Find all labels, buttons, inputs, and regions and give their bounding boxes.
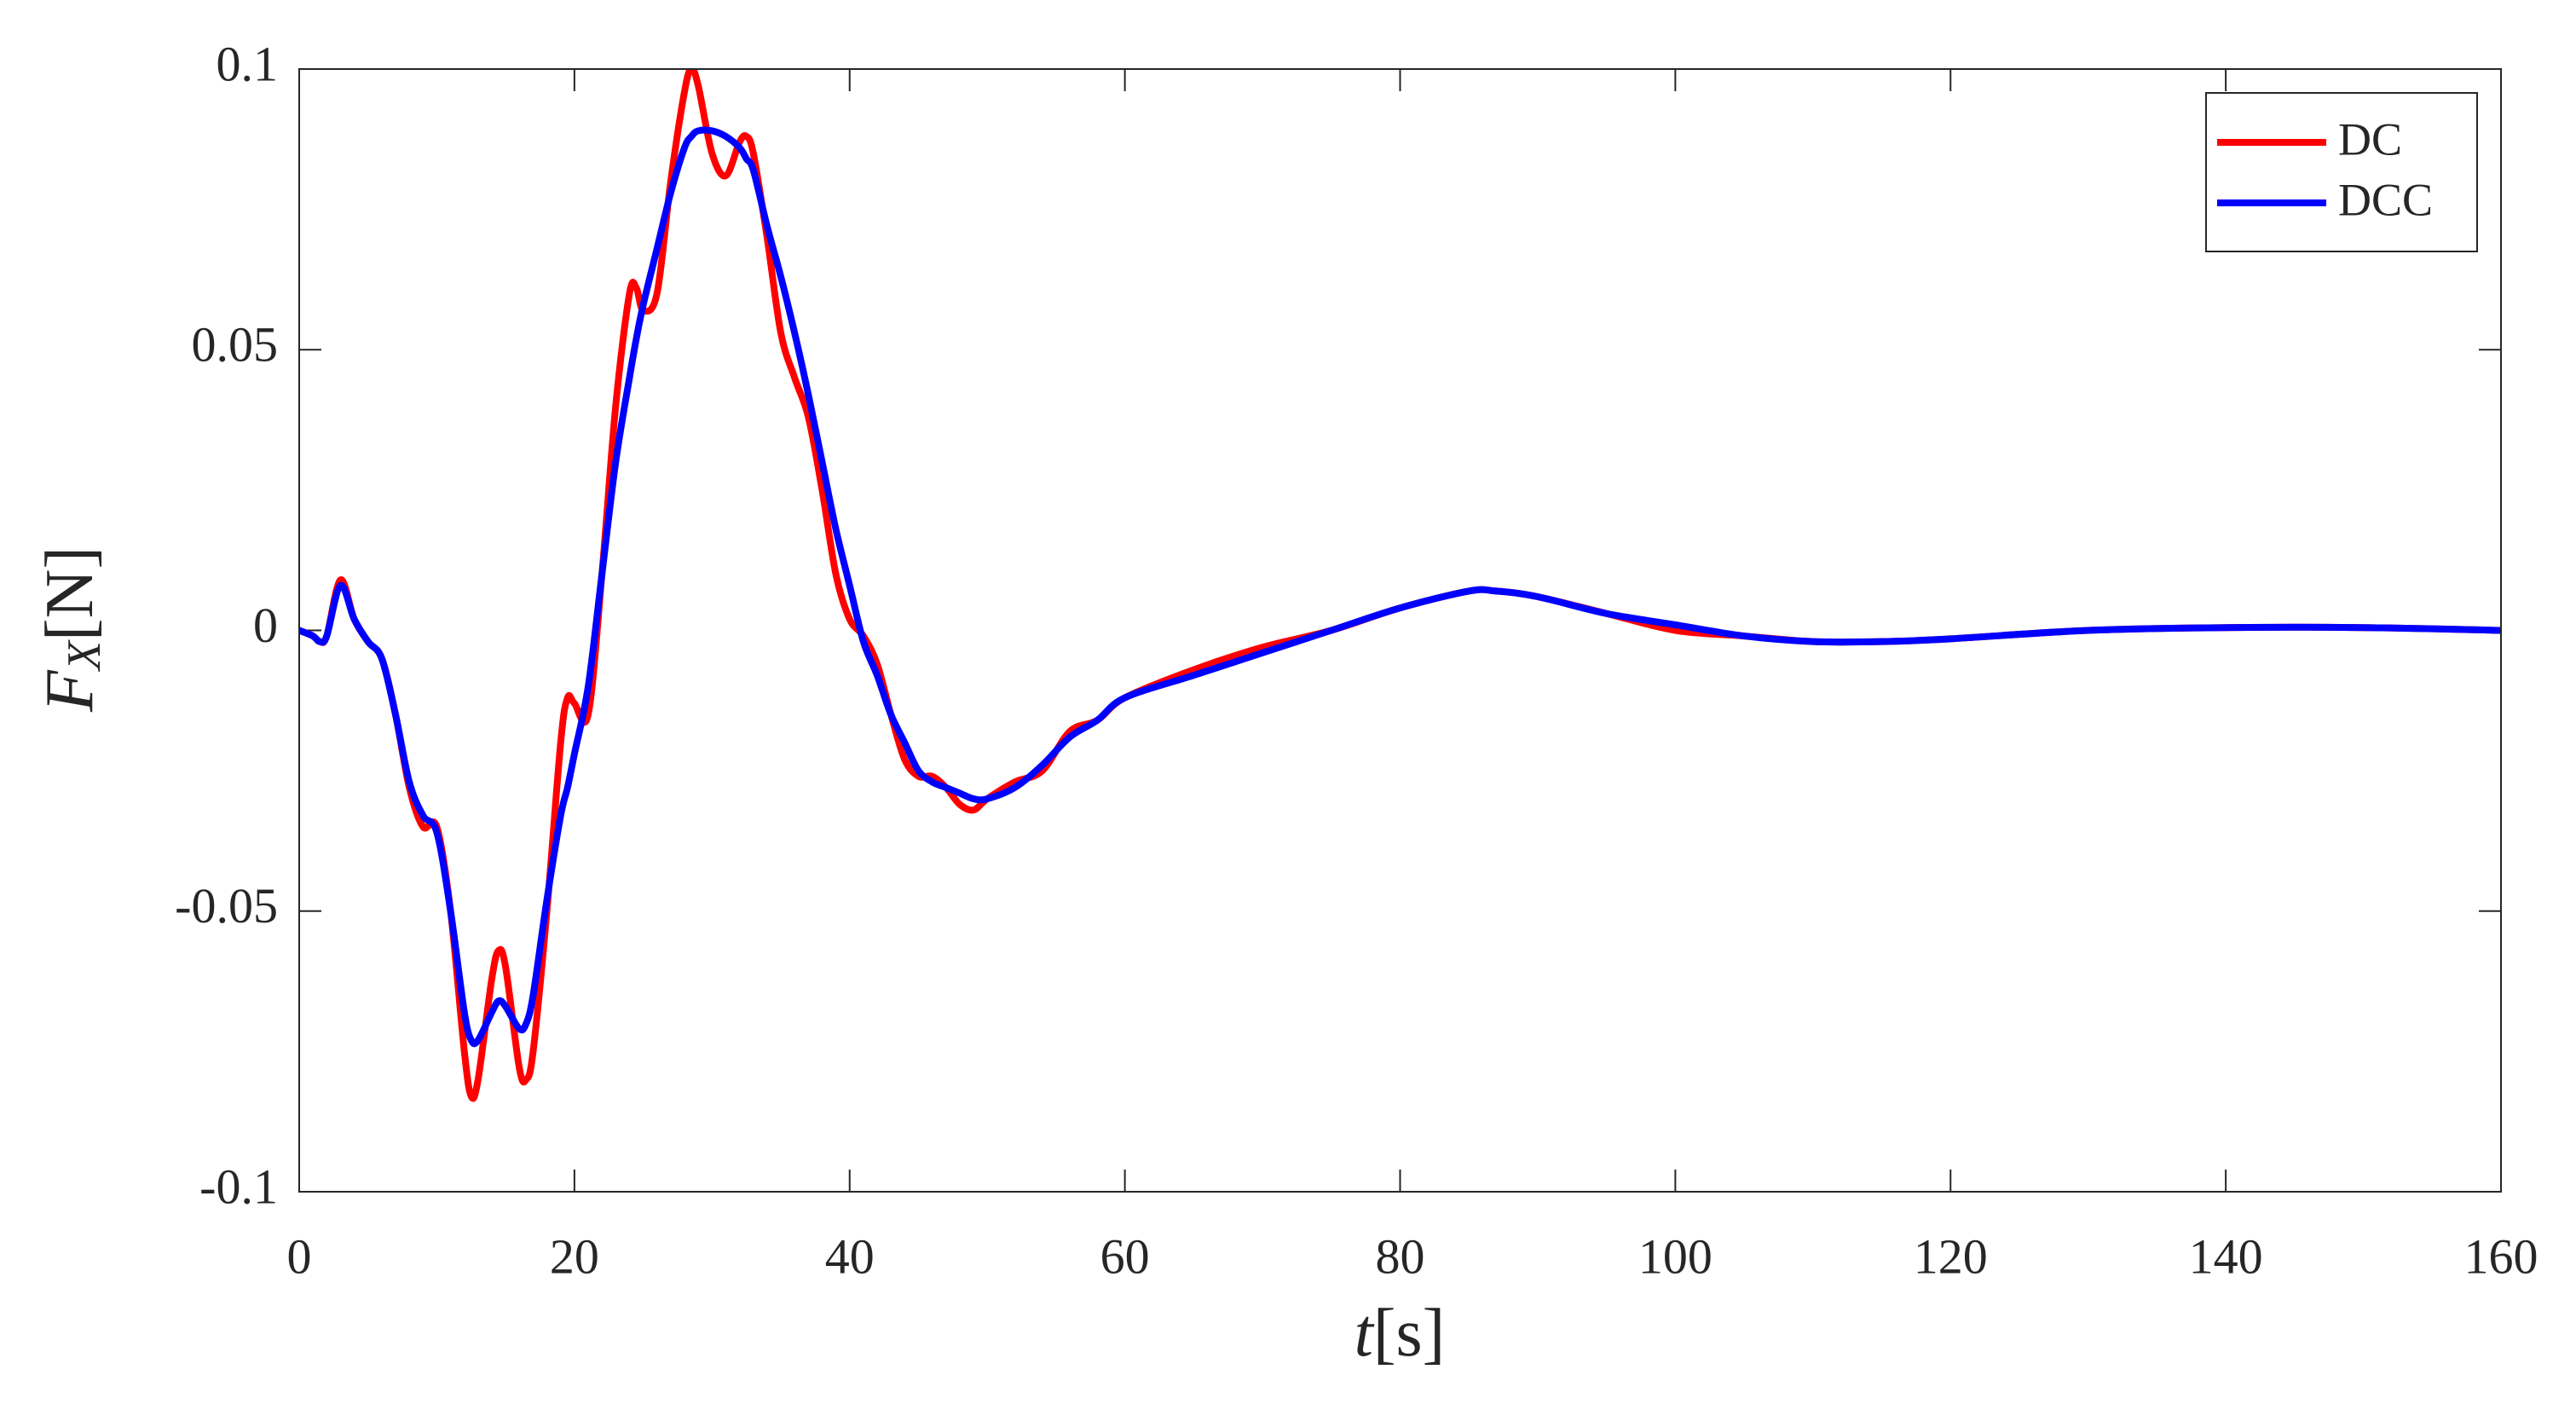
legend-label: DCC bbox=[2338, 174, 2433, 225]
x-tick-label: 60 bbox=[1100, 1228, 1150, 1284]
x-tick-label: 20 bbox=[550, 1228, 599, 1284]
y-tick-label: 0 bbox=[253, 598, 278, 653]
y-tick-label: 0.05 bbox=[192, 317, 279, 373]
y-tick-label: -0.05 bbox=[175, 878, 278, 933]
x-tick-label: 160 bbox=[2464, 1228, 2538, 1284]
legend-label: DC bbox=[2338, 113, 2402, 165]
y-tick-label: 0.1 bbox=[217, 36, 279, 91]
y-axis-label: FX[N] bbox=[32, 546, 111, 713]
x-tick-label: 100 bbox=[1638, 1228, 1713, 1284]
x-tick-label: 80 bbox=[1376, 1228, 1425, 1284]
y-label-sub: X bbox=[58, 638, 111, 672]
series-line bbox=[299, 126, 2501, 1048]
y-tick-label: -0.1 bbox=[199, 1158, 278, 1214]
x-tick-label: 40 bbox=[825, 1228, 875, 1284]
x-tick-label: 140 bbox=[2189, 1228, 2263, 1284]
x-axis-label: t[s] bbox=[1354, 1296, 1446, 1371]
legend-box bbox=[2205, 92, 2478, 252]
y-label-unit: [N] bbox=[32, 546, 107, 641]
axes-box bbox=[298, 68, 2502, 1193]
x-tick-label: 120 bbox=[1914, 1228, 1988, 1284]
x-tick-label: 0 bbox=[287, 1228, 312, 1284]
y-label-main: F bbox=[32, 669, 107, 713]
x-label-unit: [s] bbox=[1373, 1296, 1445, 1371]
series-group bbox=[299, 69, 2501, 1102]
x-label-main: t bbox=[1354, 1296, 1375, 1371]
